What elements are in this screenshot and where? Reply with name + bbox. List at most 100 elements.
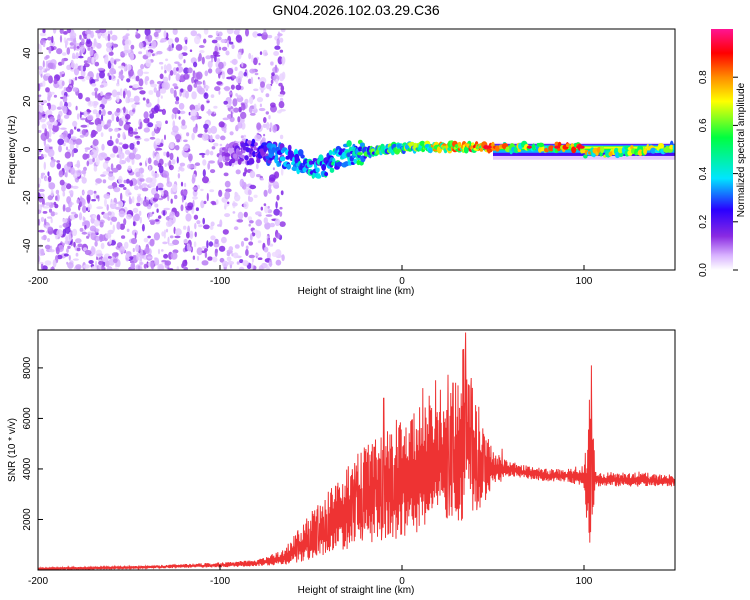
spectrogram-noise-blob: [62, 95, 68, 103]
spectrogram-noise-blob: [249, 68, 256, 74]
spectrogram-noise-blob: [47, 175, 52, 183]
spectrogram-noise-blob: [152, 173, 160, 178]
spectrogram-ridge-blob: [239, 154, 245, 159]
spectrogram-noise-blob: [39, 149, 42, 153]
spectrogram-noise-blob: [280, 29, 286, 33]
spectrogram-noise-blob: [167, 236, 170, 245]
spectrogram-noise-blob: [170, 198, 173, 204]
spectrogram-noise-blob: [111, 89, 118, 98]
spectrogram-noise-blob: [72, 228, 78, 237]
spectrogram-noise-blob: [236, 219, 244, 223]
spectrogram-noise-blob: [47, 148, 55, 158]
spectrogram-noise-blob: [123, 187, 127, 190]
spectrogram-noise-blob: [88, 260, 94, 264]
spectrogram-noise-blob: [230, 111, 233, 118]
spectrogram-noise-blob: [222, 229, 229, 235]
spectrogram-noise-blob: [142, 199, 150, 207]
spectrogram-noise-blob: [151, 211, 155, 215]
spectrogram-ridge-blob: [248, 158, 255, 165]
spectrogram-noise-blob: [203, 224, 210, 230]
spectrogram-noise-blob: [98, 260, 103, 266]
spectrogram-noise-blob: [116, 95, 120, 103]
spectrogram-noise-blob: [274, 64, 278, 73]
spectrogram-ridge-blob: [353, 158, 358, 164]
spectrogram-noise-blob: [228, 91, 232, 95]
spectrogram-noise-blob: [153, 31, 159, 38]
spectrogram-noise-blob: [79, 111, 82, 119]
spectrogram-noise-blob: [38, 209, 42, 215]
spectrogram-noise-blob: [47, 171, 50, 177]
spectrogram-noise-blob: [122, 90, 126, 99]
spectrogram-noise-blob: [175, 228, 182, 236]
spectrogram-noise-blob: [69, 201, 73, 208]
snr-series-line: [38, 332, 675, 570]
spectrogram-noise-blob: [191, 91, 197, 100]
spectrogram-noise-blob: [138, 41, 144, 49]
spectrogram-noise-blob: [263, 133, 266, 137]
spectrogram-noise-blob: [66, 64, 71, 71]
spectrogram-noise-blob: [265, 111, 269, 115]
spectrogram-noise-blob: [144, 78, 147, 84]
spectrogram-noise-blob: [108, 75, 112, 80]
spectrogram-noise-blob: [160, 38, 167, 43]
spectrogram-noise-blob: [80, 117, 86, 121]
spectrogram-noise-blob: [199, 152, 206, 156]
spectrogram-noise-blob: [134, 153, 142, 160]
spectrogram-noise-blob: [174, 86, 179, 90]
spectrogram-noise-blob: [65, 207, 71, 213]
spectrogram-noise-blob: [143, 127, 150, 133]
spectrogram-noise-blob: [210, 125, 218, 134]
spectrogram-noise-blob: [38, 83, 41, 92]
spectrogram-ridge-blob: [318, 154, 324, 162]
spectrogram-x-label: Height of straight line (km): [298, 286, 415, 297]
spectrogram-noise-blob: [122, 131, 126, 140]
spectrogram-noise-blob: [189, 104, 196, 111]
spectrogram-noise-blob: [75, 252, 79, 257]
spectrogram-x-tick-label: 0: [399, 276, 405, 287]
spectrogram-noise-blob: [134, 232, 137, 239]
spectrogram-noise-blob: [271, 72, 275, 76]
spectrogram-noise-blob: [67, 101, 72, 108]
spectrogram-ridge-blob: [267, 160, 272, 164]
spectrogram-noise-blob: [135, 244, 140, 253]
spectrogram-noise-blob: [226, 76, 233, 80]
spectrogram-noise-blob: [63, 31, 68, 35]
spectrogram-noise-blob: [275, 259, 282, 266]
spectrogram-noise-blob: [171, 159, 176, 165]
spectrogram-noise-blob: [93, 219, 100, 227]
spectrogram-noise-blob: [218, 61, 224, 70]
spectrogram-noise-blob: [143, 111, 149, 119]
spectrogram-noise-blob: [59, 118, 64, 124]
spectrogram-noise-blob: [77, 243, 83, 248]
spectrogram-noise-blob: [107, 110, 113, 115]
spectrogram-noise-blob: [50, 91, 55, 95]
spectrogram-noise-blob: [125, 178, 130, 184]
spectrogram-noise-blob: [192, 255, 196, 260]
spectrogram-noise-blob: [196, 220, 201, 225]
spectrogram-y-tick-label: -20: [22, 190, 33, 205]
spectrogram-noise-blob: [143, 237, 149, 243]
spectrogram-ridge-blob: [537, 142, 545, 148]
spectrogram-noise-blob: [45, 143, 50, 147]
spectrogram-noise-blob: [196, 247, 203, 256]
spectrogram-noise-blob: [249, 96, 254, 105]
spectrogram-noise-blob: [99, 106, 102, 110]
spectrogram-noise-blob: [207, 34, 213, 38]
spectrogram-noise-blob: [79, 34, 82, 40]
spectrogram-noise-blob: [45, 60, 49, 69]
spectrogram-noise-blob: [240, 135, 244, 139]
spectrogram-ridge-blob: [287, 144, 292, 151]
spectrogram-ridge-blob: [359, 142, 365, 147]
spectrogram-noise-blob: [42, 29, 46, 34]
spectrogram-noise-blob: [169, 215, 174, 219]
spectrogram-noise-blob: [186, 132, 190, 137]
spectrogram-noise-blob: [193, 214, 199, 220]
spectrogram-noise-blob: [90, 247, 96, 256]
spectrogram-noise-blob: [251, 54, 254, 63]
spectrogram-ridge-blob: [279, 156, 286, 162]
spectrogram-noise-blob: [158, 187, 164, 191]
spectrogram-noise-blob: [245, 29, 249, 37]
spectrogram-noise-blob: [129, 256, 134, 259]
spectrogram-ridge-blob: [328, 149, 333, 156]
spectrogram-noise-blob: [69, 129, 74, 135]
